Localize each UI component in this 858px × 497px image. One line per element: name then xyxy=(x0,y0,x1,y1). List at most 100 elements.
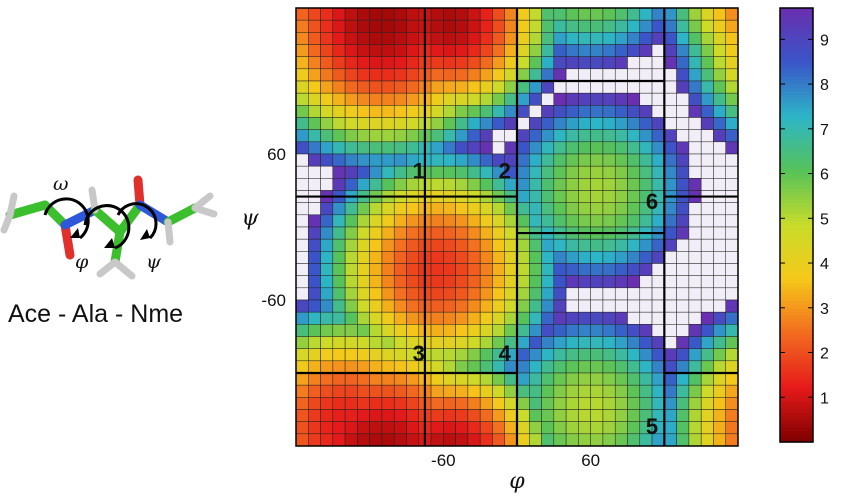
omega-label: ω xyxy=(53,173,69,195)
y-axis-label: ψ xyxy=(241,206,259,231)
heatmap-cell xyxy=(455,336,469,349)
heatmap-cell xyxy=(443,311,456,325)
heatmap-cell xyxy=(504,129,518,143)
heatmap-cell xyxy=(590,92,604,106)
heatmap-cell xyxy=(529,251,542,264)
heatmap-cell xyxy=(676,299,690,313)
colorbar-strip xyxy=(780,431,813,436)
heatmap-cell xyxy=(357,68,370,82)
heatmap-cell xyxy=(295,433,309,447)
heatmap-cell xyxy=(565,372,579,386)
heatmap-cell xyxy=(664,287,677,301)
heatmap-cell xyxy=(357,32,370,45)
colorbar-strip xyxy=(780,127,813,132)
heatmap-cell xyxy=(541,409,555,422)
heatmap-cell xyxy=(590,336,604,349)
heatmap-cell xyxy=(320,178,334,191)
heatmap-cell xyxy=(344,32,358,45)
heatmap-cell xyxy=(393,44,407,57)
heatmap-cell xyxy=(406,433,420,447)
heatmap-cell xyxy=(565,384,579,398)
heatmap-cell xyxy=(688,324,702,337)
heatmap-cell xyxy=(713,433,726,447)
heatmap-cell xyxy=(455,397,469,410)
colorbar-strip xyxy=(780,36,813,42)
heatmap-cell xyxy=(357,372,370,386)
heatmap-cell xyxy=(467,263,481,276)
heatmap-cell xyxy=(332,360,346,374)
heatmap-cell xyxy=(467,141,481,155)
heatmap-cell xyxy=(541,92,555,106)
region-label: 5 xyxy=(646,414,658,439)
heatmap-cell xyxy=(357,7,370,21)
heatmap-cell xyxy=(688,336,702,349)
heatmap-cell xyxy=(602,68,616,82)
heatmap-cell xyxy=(320,287,334,301)
heatmap-cell xyxy=(393,275,407,289)
heatmap-cell xyxy=(676,251,690,264)
heatmap-cell xyxy=(504,32,518,45)
heatmap-cell xyxy=(664,299,677,313)
heatmap-cell xyxy=(504,141,518,155)
heatmap-cell xyxy=(651,336,665,349)
heatmap-cell xyxy=(651,44,665,57)
heatmap-cell xyxy=(443,202,456,216)
heatmap-cell xyxy=(308,153,321,167)
heatmap-cell xyxy=(541,68,555,82)
heatmap-cell xyxy=(529,263,542,276)
heatmap-cell xyxy=(639,80,653,94)
heatmap-cell xyxy=(602,238,616,252)
heatmap-cell xyxy=(553,141,567,155)
heatmap-cell xyxy=(651,324,665,337)
heatmap-cell xyxy=(578,80,591,94)
colorbar-strip xyxy=(780,369,813,374)
colorbar-strip xyxy=(780,358,813,364)
heatmap-cell xyxy=(639,275,653,289)
heatmap-cell xyxy=(381,7,395,21)
heatmap-cell xyxy=(516,32,530,45)
heatmap-cell xyxy=(381,92,395,106)
heatmap-cell xyxy=(676,311,690,325)
heatmap-cell xyxy=(320,409,334,422)
colorbar-strip xyxy=(780,282,813,288)
heatmap-cell xyxy=(565,214,579,228)
heatmap-cell xyxy=(332,324,346,337)
heatmap-cell xyxy=(664,336,677,349)
colorbar-strip xyxy=(780,102,813,107)
heatmap-cell xyxy=(590,433,604,447)
heatmap-cell xyxy=(455,202,469,216)
heatmap-cell xyxy=(578,202,591,216)
colorbar-strip xyxy=(780,304,813,309)
heatmap-cell xyxy=(308,311,321,325)
heatmap-cell xyxy=(590,311,604,325)
colorbar-tick-label: 4 xyxy=(820,256,829,273)
heatmap-cell xyxy=(700,372,714,386)
heatmap-cell xyxy=(614,433,628,447)
phi-label: φ xyxy=(75,251,89,273)
heatmap-cell xyxy=(492,56,505,70)
heatmap-cell xyxy=(627,421,641,435)
heatmap-cell xyxy=(651,117,665,130)
heatmap-cell xyxy=(504,238,518,252)
heatmap-cell xyxy=(492,105,505,118)
heatmap-cell xyxy=(430,360,444,374)
heatmap-cell xyxy=(393,165,407,179)
colorbar-strip xyxy=(780,264,813,269)
heatmap-cell xyxy=(406,129,420,143)
heatmap-cell xyxy=(430,311,444,325)
heatmap-cell xyxy=(344,384,358,398)
heatmap-cell xyxy=(565,56,579,70)
colorbar-strip xyxy=(780,308,813,313)
heatmap-cell xyxy=(308,287,321,301)
heatmap-cell xyxy=(443,56,456,70)
heatmap-cell xyxy=(430,19,444,33)
heatmap-cell xyxy=(602,129,616,143)
heatmap-cell xyxy=(725,372,739,386)
heatmap-cell xyxy=(479,299,493,313)
heatmap-cell xyxy=(369,275,383,289)
heatmap-cell xyxy=(504,56,518,70)
heatmap-cell xyxy=(443,129,456,143)
heatmap-cell xyxy=(504,372,518,386)
heatmap-cell xyxy=(651,384,665,398)
heatmap-cell xyxy=(295,105,309,118)
